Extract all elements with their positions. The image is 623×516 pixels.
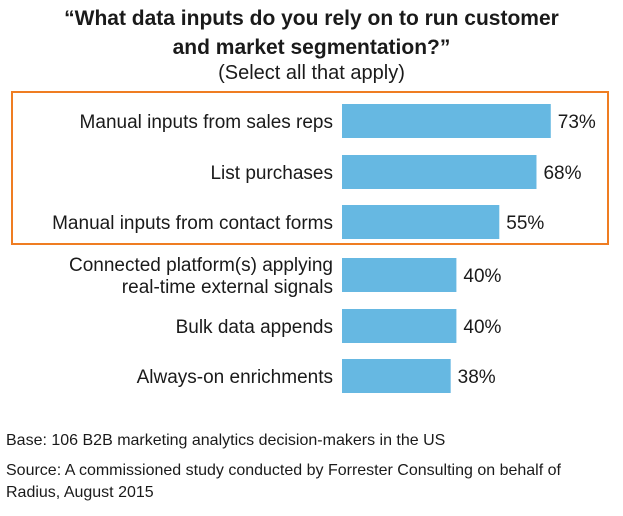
- category-label-line: Manual inputs from contact forms: [52, 213, 333, 234]
- category-label-line: Connected platform(s) applying: [69, 255, 333, 276]
- value-label: 40%: [463, 317, 501, 338]
- category-label-line: Bulk data appends: [176, 317, 333, 338]
- bar: [342, 258, 457, 292]
- category-label: Bulk data appends: [176, 317, 333, 338]
- category-label: Manual inputs from sales reps: [80, 112, 333, 133]
- category-label: Manual inputs from contact forms: [52, 213, 333, 234]
- value-label: 68%: [543, 163, 581, 184]
- chart-title: “What data inputs do you rely on to run …: [0, 4, 623, 62]
- value-label: 73%: [558, 112, 596, 133]
- category-label-line: Always-on enrichments: [137, 367, 333, 388]
- chart-title-line-1: “What data inputs do you rely on to run …: [64, 7, 559, 30]
- bar: [342, 359, 451, 393]
- category-label: Always-on enrichments: [137, 367, 333, 388]
- chart-title-line-2: and market segmentation?”: [172, 36, 451, 59]
- bar: [342, 309, 457, 343]
- bar: [342, 205, 500, 239]
- category-label-line: real-time external signals: [122, 277, 333, 298]
- value-label: 38%: [458, 367, 496, 388]
- value-label: 55%: [506, 213, 544, 234]
- bar-chart: Manual inputs from sales reps 73% List pur…: [11, 91, 609, 393]
- base-footnote: Base: 106 B2B marketing analytics decisi…: [6, 432, 446, 449]
- chart-subtitle: (Select all that apply): [218, 62, 405, 84]
- bar: [342, 155, 537, 189]
- category-label-line: Manual inputs from sales reps: [80, 112, 333, 133]
- source-footnote: Source: A commissioned study conducted b…: [6, 462, 561, 501]
- category-label: List purchases: [210, 163, 333, 184]
- category-label-line: List purchases: [210, 163, 333, 184]
- highlight-frame: [11, 91, 609, 245]
- category-label: Connected platform(s) applying real-time …: [69, 255, 333, 298]
- value-label: 40%: [463, 266, 501, 287]
- bar: [342, 104, 551, 138]
